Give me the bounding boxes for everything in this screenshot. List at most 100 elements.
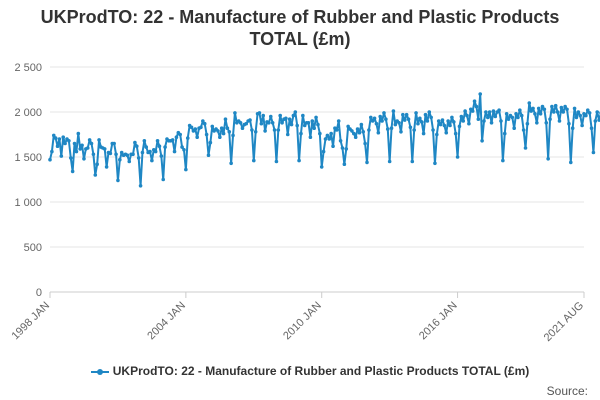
data-point[interactable] [408, 125, 413, 130]
data-point[interactable] [521, 128, 526, 132]
data-point[interactable] [372, 116, 377, 121]
data-point[interactable] [193, 127, 198, 131]
data-point[interactable] [585, 108, 590, 112]
data-point[interactable] [57, 137, 62, 141]
data-point[interactable] [470, 109, 475, 113]
data-point[interactable] [550, 104, 554, 109]
data-point[interactable] [576, 110, 581, 114]
data-point[interactable] [251, 158, 256, 163]
data-point[interactable] [170, 138, 175, 142]
data-point[interactable] [435, 132, 439, 137]
data-point[interactable] [257, 111, 262, 115]
data-point[interactable] [161, 177, 166, 182]
data-point[interactable] [436, 119, 441, 123]
data-point[interactable] [514, 112, 518, 116]
data-point[interactable] [461, 119, 466, 123]
data-point[interactable] [312, 126, 316, 130]
data-point[interactable] [68, 156, 73, 160]
data-point[interactable] [374, 121, 379, 126]
data-point[interactable] [70, 169, 75, 174]
data-point[interactable] [457, 124, 462, 129]
data-point[interactable] [380, 119, 384, 123]
data-point[interactable] [112, 141, 116, 146]
data-point[interactable] [229, 161, 233, 166]
data-point[interactable] [321, 149, 326, 154]
data-point[interactable] [423, 112, 428, 117]
data-point[interactable] [378, 114, 383, 119]
data-point[interactable] [201, 119, 205, 123]
data-point[interactable] [244, 121, 249, 126]
data-point[interactable] [414, 111, 418, 115]
data-point[interactable] [289, 122, 294, 127]
data-point[interactable] [74, 149, 79, 154]
data-point[interactable] [355, 127, 360, 131]
data-point[interactable] [270, 121, 275, 125]
data-point[interactable] [61, 135, 66, 139]
data-point[interactable] [589, 126, 594, 130]
data-point[interactable] [459, 114, 464, 119]
data-point[interactable] [476, 117, 481, 121]
data-point[interactable] [359, 122, 364, 127]
data-point[interactable] [367, 128, 371, 132]
data-point[interactable] [280, 121, 284, 125]
data-point[interactable] [502, 131, 507, 136]
data-point[interactable] [336, 119, 341, 123]
data-point[interactable] [206, 153, 211, 157]
data-point[interactable] [210, 124, 215, 129]
data-point[interactable] [504, 112, 509, 116]
data-point[interactable] [404, 112, 409, 117]
data-point[interactable] [453, 131, 458, 136]
data-point[interactable] [150, 158, 154, 163]
data-point[interactable] [102, 147, 107, 151]
data-point[interactable] [136, 156, 141, 160]
data-point[interactable] [263, 129, 267, 133]
data-point[interactable] [53, 136, 58, 140]
data-point[interactable] [135, 144, 139, 148]
data-point[interactable] [138, 184, 143, 188]
data-point[interactable] [195, 135, 199, 139]
data-point[interactable] [478, 92, 483, 96]
data-point[interactable] [357, 130, 362, 135]
data-point[interactable] [499, 119, 503, 123]
data-point[interactable] [144, 145, 149, 149]
data-point[interactable] [104, 165, 109, 169]
data-point[interactable] [108, 151, 113, 156]
data-point[interactable] [231, 133, 235, 138]
data-point[interactable] [557, 119, 562, 123]
data-point[interactable] [465, 113, 469, 118]
data-point[interactable] [538, 112, 543, 116]
data-point[interactable] [578, 113, 583, 118]
data-point[interactable] [119, 150, 124, 155]
data-point[interactable] [568, 160, 573, 165]
data-point[interactable] [127, 159, 132, 164]
data-point[interactable] [518, 108, 522, 112]
data-point[interactable] [565, 107, 569, 112]
data-point[interactable] [274, 159, 279, 164]
data-point[interactable] [546, 157, 550, 161]
data-point[interactable] [572, 106, 577, 111]
data-point[interactable] [536, 106, 541, 111]
data-point[interactable] [433, 161, 437, 166]
data-point[interactable] [419, 120, 424, 124]
data-point[interactable] [484, 110, 488, 114]
data-point[interactable] [552, 110, 556, 114]
legend[interactable]: UKProdTO: 22 - Manufacture of Rubber and… [40, 364, 580, 378]
data-point[interactable] [440, 118, 445, 122]
data-point[interactable] [148, 149, 152, 154]
data-point[interactable] [327, 137, 332, 141]
data-point[interactable] [467, 121, 471, 126]
data-point[interactable] [218, 135, 222, 139]
data-point[interactable] [542, 107, 547, 112]
data-point[interactable] [391, 109, 396, 113]
data-point[interactable] [287, 117, 292, 121]
data-point[interactable] [63, 141, 67, 146]
data-point[interactable] [319, 165, 324, 169]
data-point[interactable] [393, 122, 398, 127]
data-point[interactable] [185, 136, 190, 140]
data-point[interactable] [95, 162, 99, 166]
data-point[interactable] [421, 131, 426, 136]
data-point[interactable] [199, 125, 203, 130]
data-point[interactable] [425, 119, 430, 123]
data-point[interactable] [487, 110, 492, 114]
data-point[interactable] [438, 122, 443, 127]
